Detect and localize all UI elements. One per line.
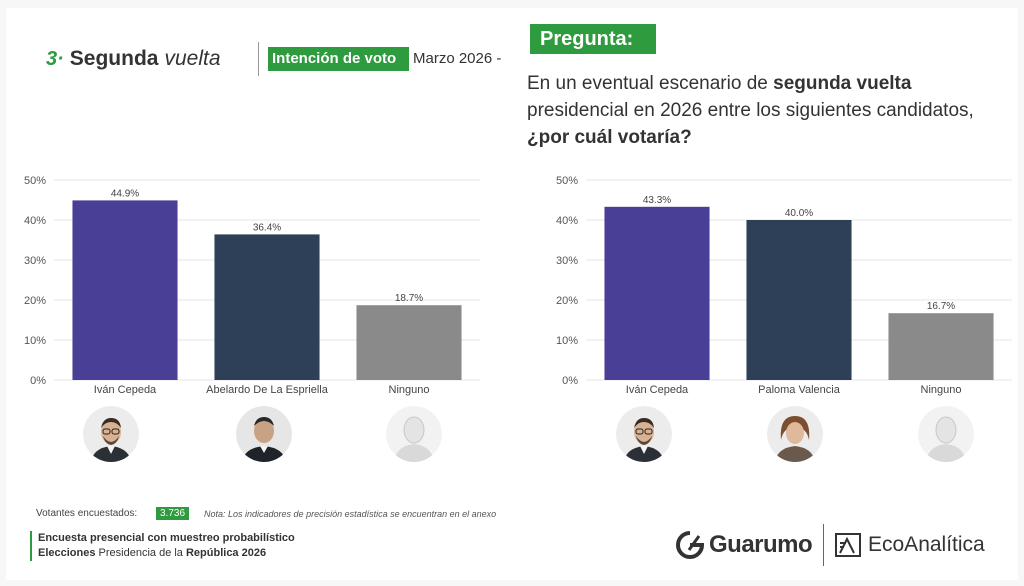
bar-chart-cepeda-vs-espriella: 0% 10% 20% 30% 40% 50% 44.9% 36.4% 18.7%	[24, 175, 480, 387]
footer-metodologia: Encuesta presencial con muestreo probabi…	[38, 532, 295, 544]
bar	[356, 305, 462, 380]
guarumo-logo: Guarumo	[675, 530, 813, 560]
data-label: 43.3%	[643, 195, 671, 206]
avatar-ninguno-right	[918, 406, 974, 462]
footer-elecciones-normal: Presidencia de la	[95, 547, 186, 559]
pregunta-text-bold2: ¿por cuál votaría?	[527, 127, 692, 148]
data-label: 18.7%	[395, 293, 423, 304]
avatar-abelardo-de-la-espriella	[236, 406, 292, 462]
y-tick-label: 40%	[24, 215, 46, 227]
data-label: 16.7%	[927, 301, 955, 312]
section-number: 3·	[46, 47, 64, 70]
ecoanalitica-logo-icon	[835, 533, 861, 557]
y-tick-label: 30%	[24, 255, 46, 267]
pregunta-text-bold1: segunda vuelta	[773, 73, 912, 94]
title-divider	[258, 42, 259, 76]
avatar-ivan-cepeda-right	[616, 406, 672, 462]
section-title-italic: vuelta	[164, 47, 221, 70]
pregunta-text-part1: En un eventual escenario de	[527, 73, 774, 94]
ecoanalitica-logo-text: EcoAnalítica	[868, 533, 985, 556]
y-tick-label: 30%	[556, 255, 578, 267]
y-tick-label: 10%	[24, 335, 46, 347]
guarumo-logo-text: Guarumo	[709, 531, 813, 558]
logo-divider	[823, 524, 824, 566]
category-label: Paloma Valencia	[758, 384, 840, 396]
y-tick-label: 50%	[556, 175, 578, 187]
footer-accent-bar	[30, 531, 32, 561]
survey-date: Marzo 2026 -	[413, 50, 502, 67]
y-tick-label: 40%	[556, 215, 578, 227]
footer-elecciones-bold: Elecciones	[38, 547, 96, 559]
guarumo-logo-icon	[676, 531, 705, 559]
bar	[214, 234, 320, 380]
data-label: 36.4%	[253, 222, 281, 233]
category-label: Abelardo De La Espriella	[206, 384, 328, 396]
data-label: 44.9%	[111, 188, 139, 199]
section-title-bold: Segunda	[69, 47, 159, 70]
section-title: 3· Segunda vuelta	[46, 44, 221, 74]
bar	[746, 220, 852, 380]
y-tick-label: 0%	[562, 375, 578, 387]
bar	[888, 313, 994, 380]
votantes-value: 3.736	[156, 507, 190, 520]
intencion-badge: Intención de voto	[268, 47, 409, 71]
pregunta-text: En un eventual escenario de segunda vuel…	[527, 70, 977, 151]
nota-precision: Nota: Los indicadores de precisión estad…	[204, 509, 497, 519]
bar	[604, 206, 710, 380]
footer-elecciones-bold2: República 2026	[185, 547, 267, 559]
y-tick-label: 50%	[24, 175, 46, 187]
y-tick-label: 20%	[556, 295, 578, 307]
ecoanalitica-logo: EcoAnalítica	[834, 531, 985, 559]
pregunta-text-part2: presidencial en 2026 entre los siguiente…	[527, 100, 974, 121]
bar	[72, 200, 178, 380]
data-label: 40.0%	[785, 208, 813, 219]
category-label: Ninguno	[388, 384, 430, 396]
pregunta-badge: Pregunta:	[530, 24, 656, 54]
avatar-ninguno-left	[386, 406, 442, 462]
y-tick-label: 20%	[24, 295, 46, 307]
avatar-paloma-valencia	[767, 406, 823, 462]
votantes-label: Votantes encuestados:	[36, 508, 138, 519]
y-tick-label: 0%	[30, 375, 46, 387]
avatar-ivan-cepeda-left	[83, 406, 139, 462]
category-label: Iván Cepeda	[625, 384, 689, 396]
category-label: Iván Cepeda	[93, 384, 157, 396]
category-label: Ninguno	[920, 384, 962, 396]
y-tick-label: 10%	[556, 335, 578, 347]
bar-chart-cepeda-vs-valencia: 0% 10% 20% 30% 40% 50% 43.3% 40.0% 16.7%	[556, 175, 1012, 387]
footer-elecciones: Elecciones Presidencia de la República 2…	[38, 547, 266, 559]
